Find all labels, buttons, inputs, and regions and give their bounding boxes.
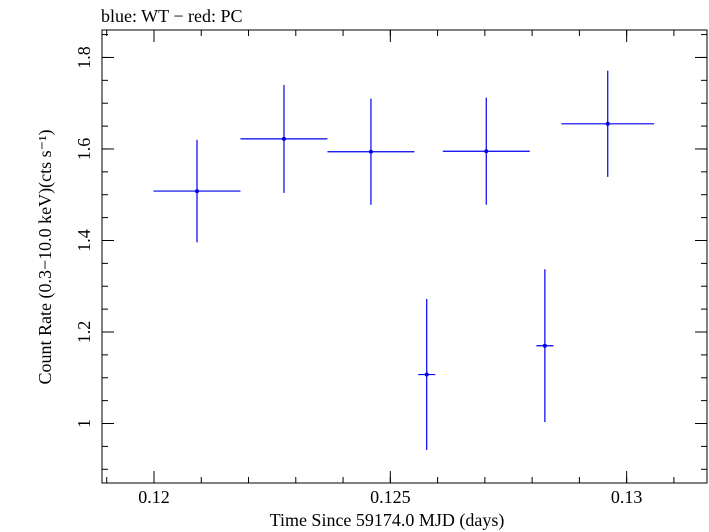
x-tick-label: 0.12 <box>138 487 170 507</box>
tick-labels: 0.12 0.125 0.13 1 1.2 1.4 1.6 1.8 <box>74 46 642 507</box>
data-point <box>561 70 655 177</box>
data-point <box>442 97 530 205</box>
y-axis-label: Count Rate (0.3−10.0 keV)(cts s⁻¹) <box>35 129 56 384</box>
point-marker <box>195 189 200 194</box>
point-marker <box>542 343 547 348</box>
x-tick-label: 0.13 <box>611 487 643 507</box>
point-marker <box>484 149 489 154</box>
point-marker <box>424 372 429 377</box>
y-tick-label: 1.6 <box>74 138 94 161</box>
data-point <box>536 269 554 423</box>
y-tick-label: 1 <box>74 419 94 428</box>
chart-title: blue: WT − red: PC <box>101 6 242 26</box>
point-marker <box>605 121 610 126</box>
point-marker <box>281 136 286 141</box>
data-point <box>153 139 241 243</box>
axis-ticks <box>102 30 707 483</box>
data-points <box>153 70 655 451</box>
y-tick-label: 1.2 <box>74 321 94 344</box>
data-point <box>327 98 415 205</box>
data-point <box>418 299 436 451</box>
data-point <box>240 84 328 193</box>
y-tick-label: 1.4 <box>74 229 94 252</box>
x-tick-label: 0.125 <box>370 487 411 507</box>
point-marker <box>368 149 373 154</box>
y-tick-label: 1.8 <box>74 46 94 69</box>
x-axis-label: Time Since 59174.0 MJD (days) <box>270 510 505 531</box>
plot-frame <box>101 29 708 484</box>
